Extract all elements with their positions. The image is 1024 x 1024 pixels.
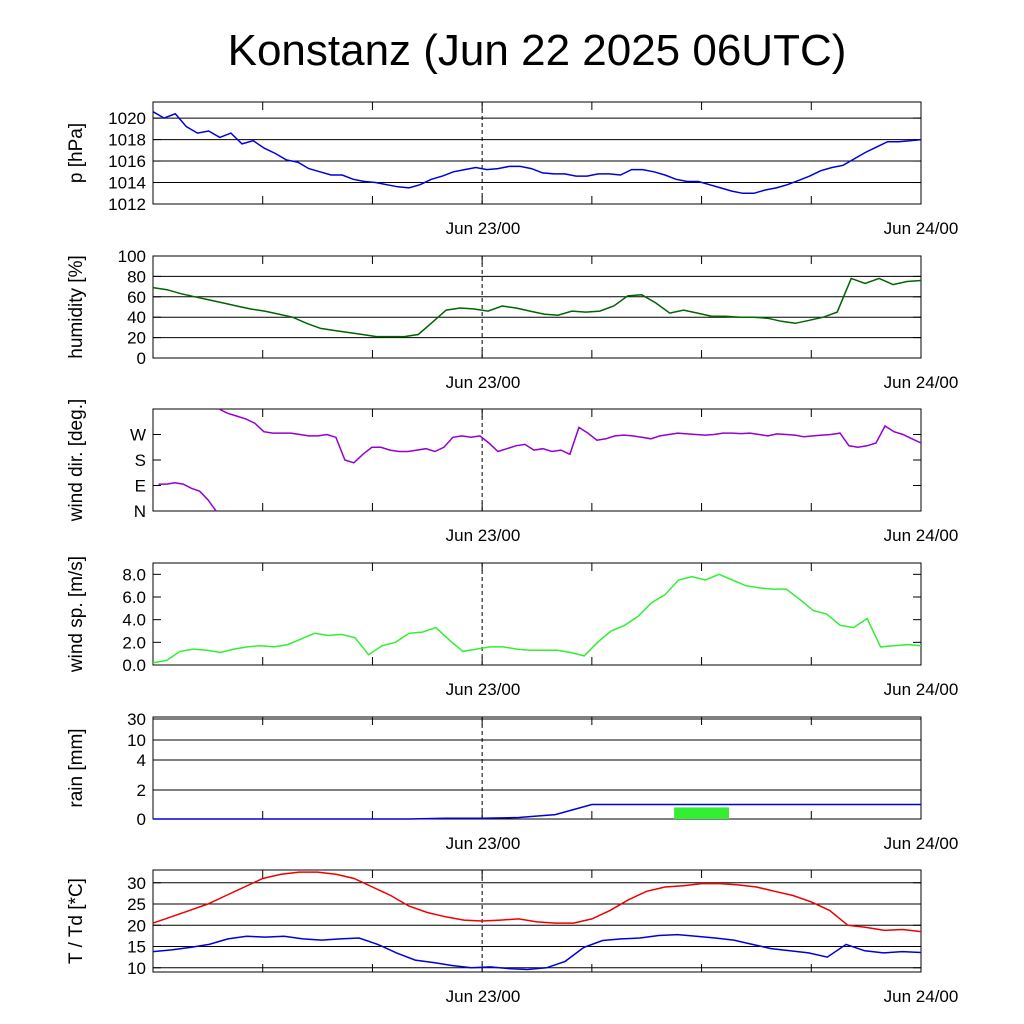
- pressure-ytick-label: 1012: [108, 195, 146, 214]
- temperature-xtick-label: Jun 23/00: [446, 987, 521, 1006]
- temperature-ytick-label: 30: [127, 874, 146, 893]
- wind-direction-frame: [152, 408, 922, 512]
- pressure-frame: [152, 101, 922, 205]
- rain-ytick-label: 2: [137, 781, 146, 800]
- wind-direction-xtick-label: Jun 23/00: [446, 526, 521, 545]
- rain-ytick-label: 30: [127, 710, 146, 729]
- rain-frame: [152, 716, 922, 820]
- wind-direction-ytick-label: S: [135, 451, 146, 470]
- rain-panel: 0 2 410 30 rain [mm] Jun 23/00 Jun 24/00: [66, 710, 958, 853]
- temperature-xtick-label: Jun 24/00: [884, 987, 959, 1006]
- humidity-frame: [152, 255, 922, 359]
- temperature-ytick-label: 20: [127, 916, 146, 935]
- humidity-ytick-label: 40: [127, 308, 146, 327]
- wind-direction-xtick-label: Jun 24/00: [884, 526, 959, 545]
- wind-speed-ytick-label: 4.0: [122, 611, 146, 630]
- pressure-ytick-label: 1018: [108, 131, 146, 150]
- pressure-ytick-label: 1020: [108, 109, 146, 128]
- pressure-panel: 1012 1014 1016 1018 1020 p [hPa] Jun 23/00 Jun …: [66, 101, 959, 238]
- rain-accumulation-line: [153, 803, 921, 820]
- wind-direction-ytick-label: N: [134, 502, 146, 521]
- wind-speed-ytick-label: 6.0: [122, 588, 146, 607]
- rain-ytick-label: 10: [127, 731, 146, 750]
- humidity-xtick-label: Jun 24/00: [884, 373, 959, 392]
- wind-direction-ylabel: wind dir. [deg.]: [66, 399, 87, 523]
- humidity-ytick-label: 20: [127, 329, 146, 348]
- wind-speed-ytick-label: 2.0: [122, 633, 146, 652]
- pressure-ytick-label: 1014: [108, 174, 146, 193]
- temperature-series-1: [152, 933, 922, 971]
- humidity-ytick-label: 0: [137, 349, 146, 368]
- rain-ytick-label: 4: [137, 751, 146, 770]
- wind-direction-series-0: [158, 481, 217, 512]
- rain-ylabel: rain [mm]: [66, 728, 87, 807]
- wind-speed-series-0: [152, 573, 922, 664]
- humidity-ytick-label: 100: [118, 247, 146, 266]
- temperature-series-0: [152, 871, 922, 933]
- humidity-series-0: [152, 277, 922, 338]
- humidity-ytick-label: 80: [127, 267, 146, 286]
- rain-bar: [674, 807, 729, 819]
- pressure-xtick-label: Jun 24/00: [884, 219, 959, 238]
- pressure-series-0: [152, 111, 922, 195]
- temperature-ytick-label: 25: [127, 895, 146, 914]
- wind-direction-ytick-label: W: [130, 426, 146, 445]
- wind-speed-ylabel: wind sp. [m/s]: [66, 556, 87, 673]
- wind-direction-ytick-label: E: [135, 477, 146, 496]
- rain-ytick-label: 0: [137, 810, 146, 829]
- temperature-frame: [152, 869, 922, 973]
- temperature-panel: 10 15 20 25 30 T / Td [*C] Jun 23/00 Jun 24/00: [66, 869, 959, 1006]
- wind-direction-series-1: [218, 408, 922, 464]
- pressure-ylabel: p [hPa]: [66, 123, 87, 183]
- pressure-ytick-label: 1016: [108, 152, 146, 171]
- humidity-ytick-label: 60: [127, 288, 146, 307]
- chart-title: Konstanz (Jun 22 2025 06UTC): [227, 26, 847, 75]
- temperature-ytick-label: 10: [127, 959, 146, 978]
- wind-speed-frame: [152, 562, 922, 666]
- pressure-xtick-label: Jun 23/00: [446, 219, 521, 238]
- wind-speed-xtick-label: Jun 24/00: [884, 680, 959, 699]
- wind-speed-xtick-label: Jun 23/00: [446, 680, 521, 699]
- temperature-ytick-label: 15: [127, 938, 146, 957]
- temperature-ylabel: T / Td [*C]: [66, 878, 87, 964]
- rain-xtick-label: Jun 24/00: [884, 834, 959, 853]
- wind-speed-ytick-label: 8.0: [122, 565, 146, 584]
- wind-speed-panel: 0.0 2.0 4.0 6.0 8.0 wind sp. [m/s] Jun 23/00 Ju…: [66, 556, 958, 699]
- wind-speed-ytick-label: 0.0: [122, 656, 146, 675]
- humidity-ylabel: humidity [%]: [66, 255, 87, 358]
- rain-xtick-label: Jun 23/00: [446, 834, 521, 853]
- humidity-xtick-label: Jun 23/00: [446, 373, 521, 392]
